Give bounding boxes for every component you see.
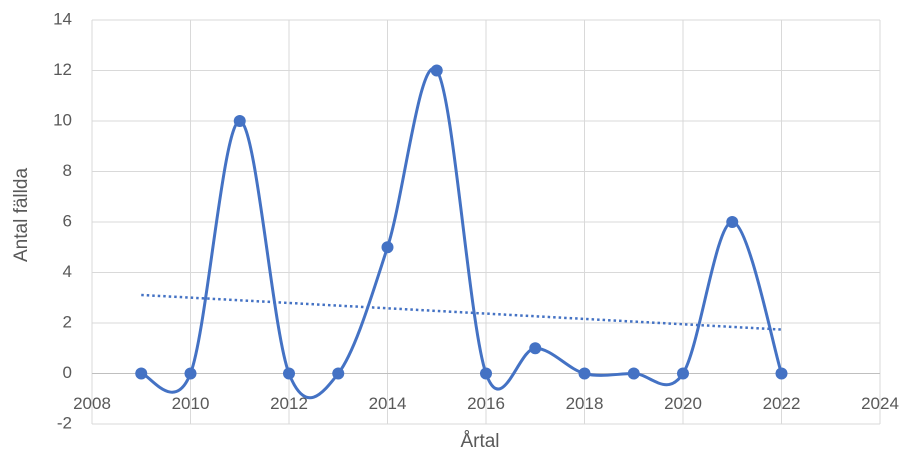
y-tick-label: 10 [53,110,72,129]
x-tick-label: 2016 [467,394,505,413]
x-tick-label: 2020 [664,394,702,413]
y-tick-label: 14 [53,9,72,28]
y-tick-label: 0 [63,363,72,382]
y-tick-label: 8 [63,161,72,180]
marker [677,367,689,380]
x-axis-title: Årtal [460,431,499,452]
trendline [141,293,782,331]
marker [233,115,246,127]
x-tick-label: 2014 [369,394,407,413]
marker [135,367,148,380]
x-tick-label: 2010 [172,394,210,413]
x-tick-label: 2024 [861,394,899,413]
marker [775,367,788,380]
marker [184,367,197,380]
marker [381,241,394,254]
y-tick-label: 2 [63,312,72,331]
x-tick-label: 2012 [270,394,308,413]
y-tick-label: 4 [63,262,72,281]
x-tick-label: 2022 [763,394,801,413]
x-tick-label: 2018 [566,394,604,413]
y-tick-label: 12 [53,60,72,79]
marker [627,367,640,380]
marker [283,367,295,380]
y-axis-title: Antal fällda [11,168,32,262]
marker [529,342,542,355]
y-tick-label: 6 [63,211,72,230]
marker [332,367,345,380]
marker [578,367,591,380]
marker [480,367,492,380]
x-tick-label: 2008 [73,394,111,413]
y-tick-label: -2 [57,413,72,432]
marker [726,216,739,228]
marker [430,64,443,77]
